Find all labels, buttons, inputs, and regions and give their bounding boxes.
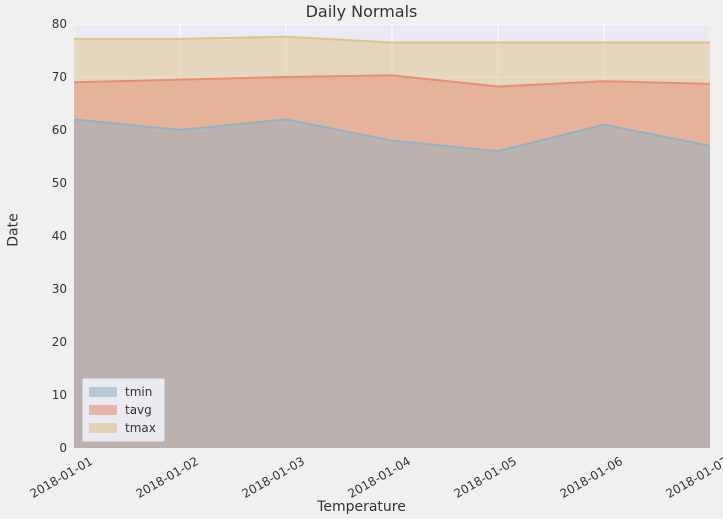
xtick-label: 2018-01-05 [452, 454, 519, 501]
legend-swatch [89, 405, 117, 415]
legend-label: tavg [125, 403, 152, 417]
legend-swatch [89, 423, 117, 433]
legend: tmin tavg tmax [82, 378, 165, 442]
xtick-label: 2018-01-01 [28, 454, 95, 501]
xtick-label: 2018-01-06 [558, 454, 625, 501]
tmin-area [74, 119, 710, 448]
xtick-label: 2018-01-02 [134, 454, 201, 501]
ytick-label: 80 [37, 17, 67, 31]
legend-item-tavg: tavg [89, 401, 156, 419]
ytick-label: 20 [37, 335, 67, 349]
xtick-label: 2018-01-03 [240, 454, 307, 501]
legend-item-tmin: tmin [89, 383, 156, 401]
ytick-label: 0 [37, 441, 67, 455]
ytick-label: 30 [37, 282, 67, 296]
ytick-label: 40 [37, 229, 67, 243]
legend-item-tmax: tmax [89, 419, 156, 437]
legend-label: tmax [125, 421, 156, 435]
plot-area [74, 24, 710, 448]
ytick-label: 10 [37, 388, 67, 402]
legend-swatch [89, 387, 117, 397]
ytick-label: 70 [37, 70, 67, 84]
chart-title: Daily Normals [0, 2, 723, 21]
figure: Daily Normals Date Temperature tmintavgt… [0, 0, 723, 519]
ytick-label: 60 [37, 123, 67, 137]
ytick-label: 50 [37, 176, 67, 190]
y-axis-label: Date [4, 0, 24, 460]
legend-label: tmin [125, 385, 152, 399]
xtick-label: 2018-01-07 [664, 454, 723, 501]
x-axis-label: Temperature [0, 499, 723, 515]
chart-svg [74, 24, 710, 448]
xtick-label: 2018-01-04 [346, 454, 413, 501]
